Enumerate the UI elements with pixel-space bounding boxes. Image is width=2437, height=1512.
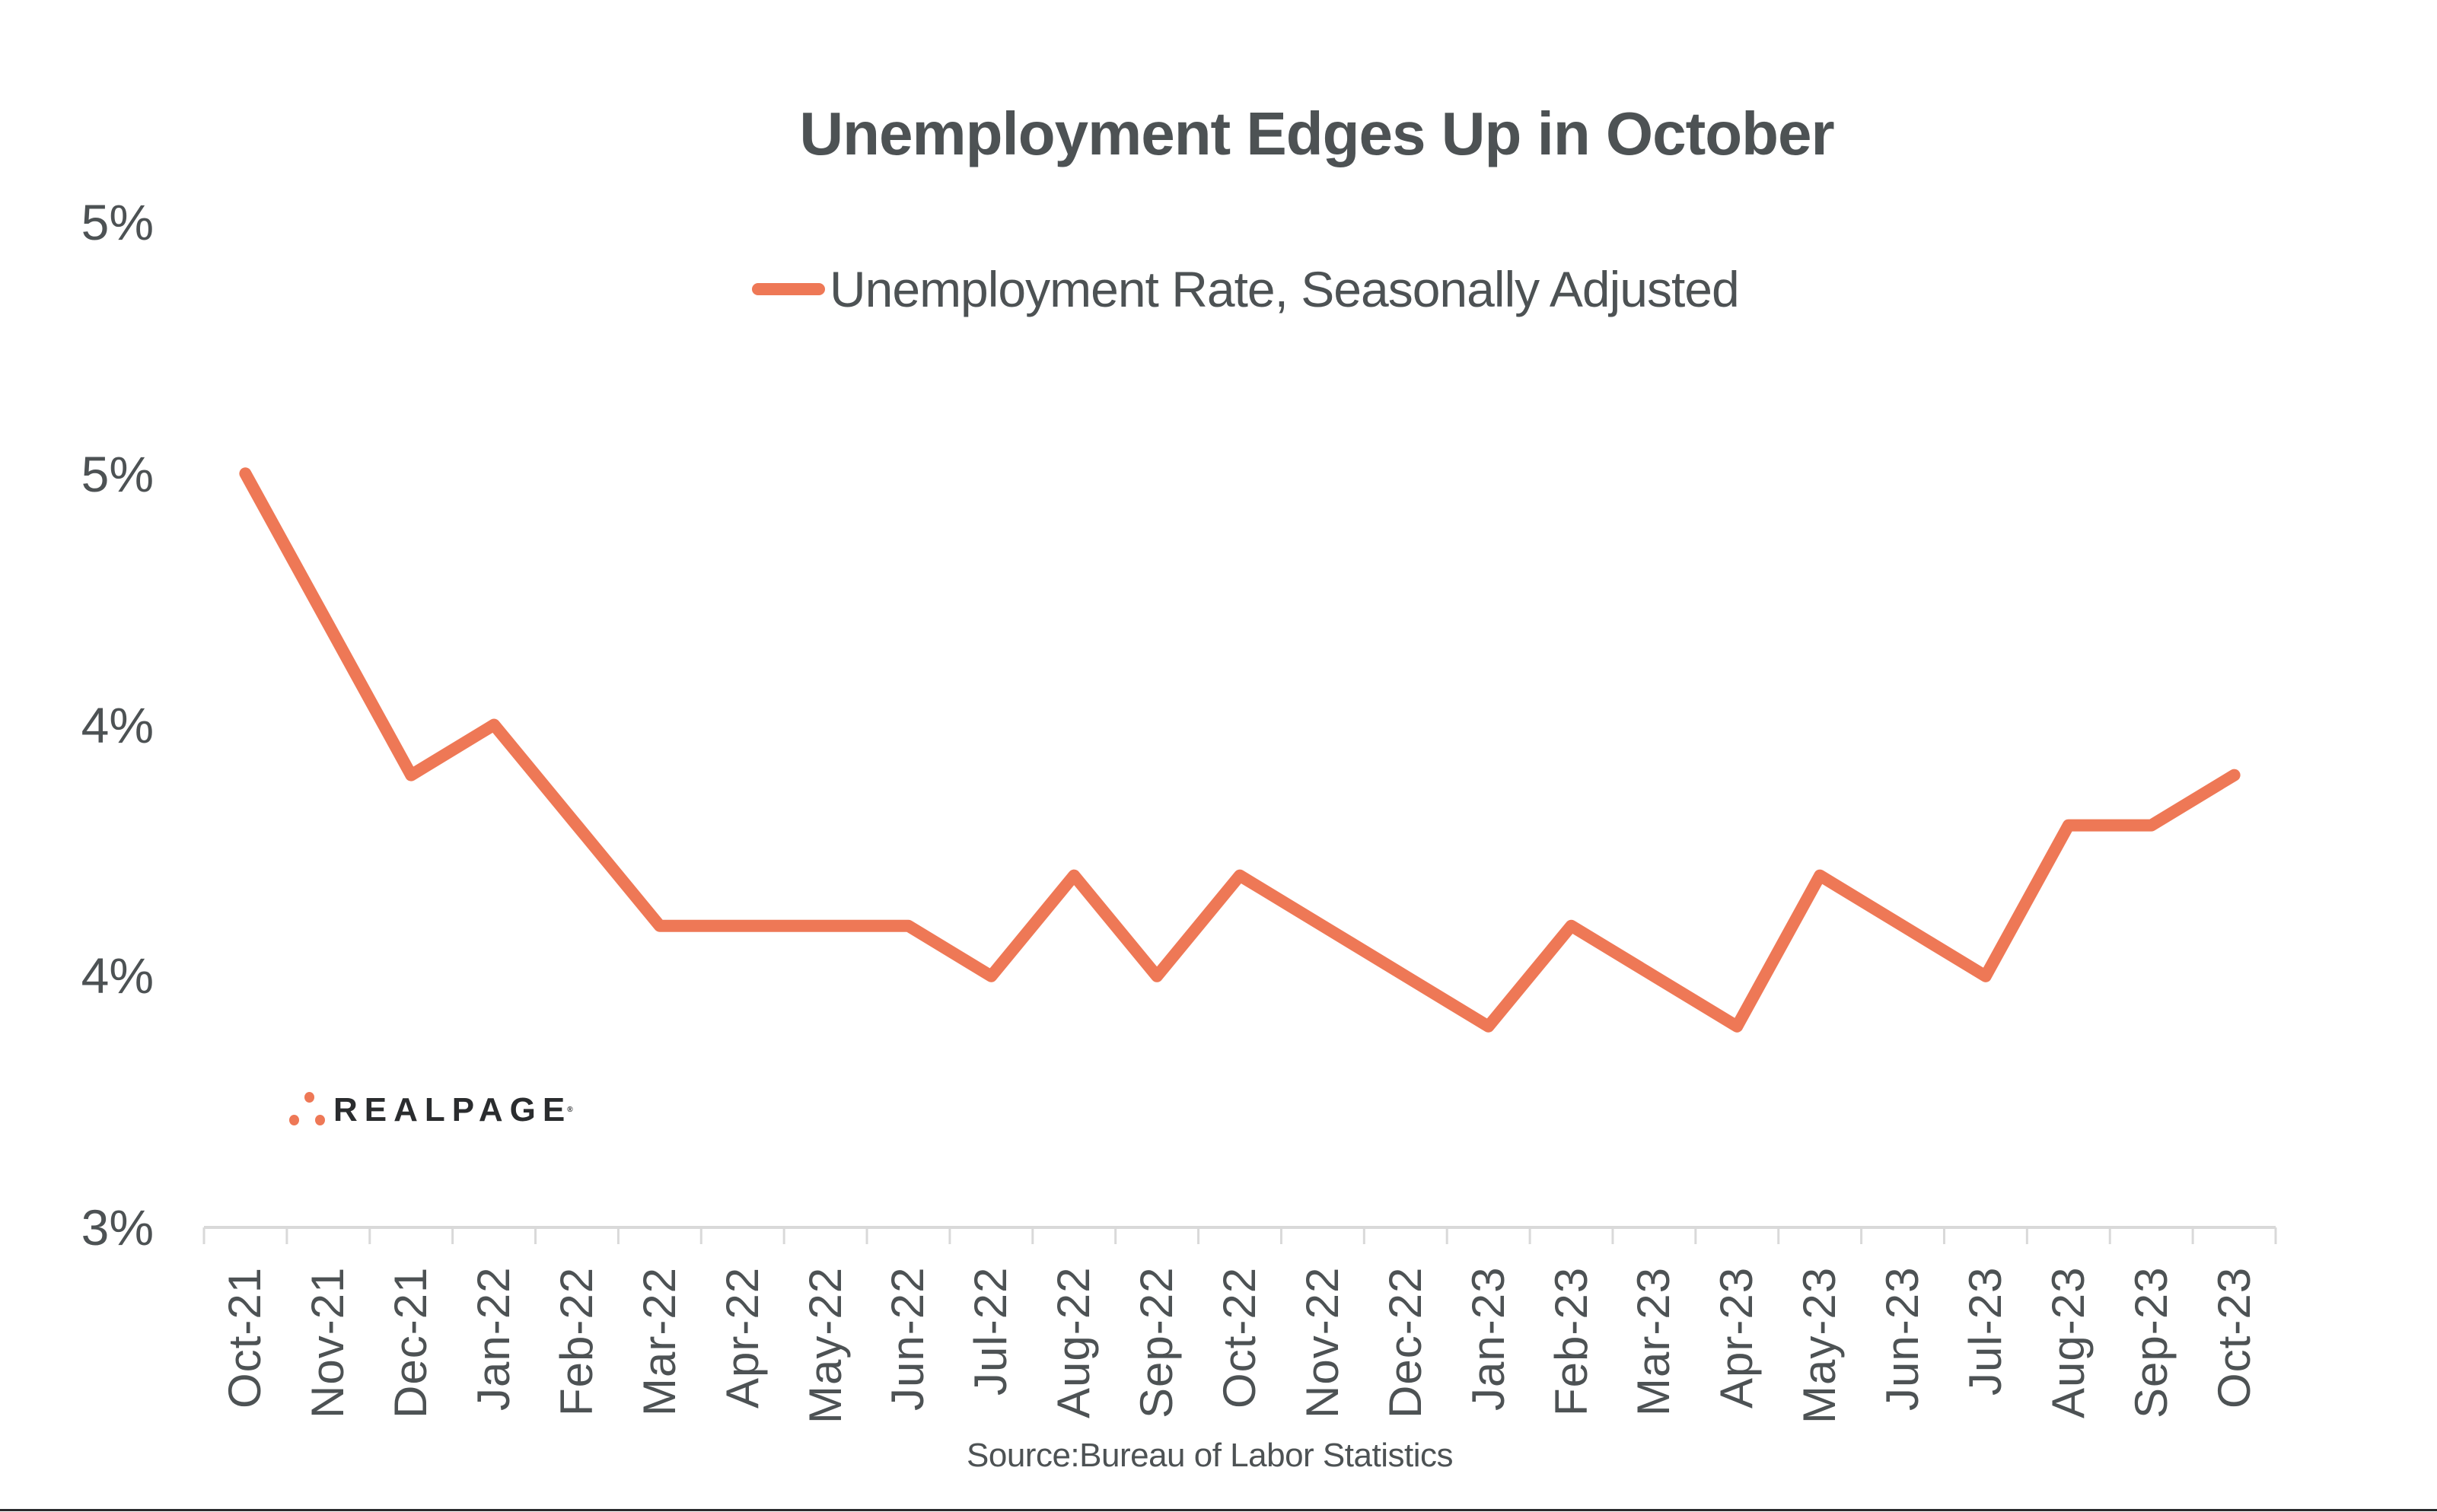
x-axis-label: Aug-22 xyxy=(1048,1266,1100,1418)
x-axis xyxy=(202,1226,2277,1244)
x-axis-label: Nov-21 xyxy=(302,1266,354,1418)
x-axis-label: Mar-23 xyxy=(1628,1266,1680,1416)
chart-title: Unemployment Edges Up in October xyxy=(799,100,1834,167)
x-axis-label: Feb-23 xyxy=(1545,1266,1597,1416)
legend-line-swatch-icon xyxy=(752,283,825,295)
y-axis-label: 5% xyxy=(81,446,154,502)
x-axis-label: Dec-22 xyxy=(1379,1266,1431,1418)
x-axis-label: Jan-22 xyxy=(468,1266,520,1411)
unemployment-rate-line xyxy=(239,467,2241,1033)
x-axis-label: Apr-22 xyxy=(716,1266,768,1409)
realpage-dots-icon xyxy=(289,1092,325,1128)
y-axis-label: 5% xyxy=(81,194,154,250)
y-axis-label: 4% xyxy=(81,697,154,753)
x-axis-label: Dec-21 xyxy=(385,1266,437,1418)
x-axis-label: Jun-23 xyxy=(1877,1266,1929,1411)
realpage-logo: REALPAGE ® xyxy=(289,1092,580,1128)
x-axis-label: Jul-22 xyxy=(965,1266,1017,1396)
x-axis-label: Apr-23 xyxy=(1711,1266,1763,1409)
x-axis-label: May-23 xyxy=(1794,1266,1846,1424)
x-axis-label: Mar-22 xyxy=(633,1266,685,1416)
legend: Unemployment Rate, Seasonally Adjusted xyxy=(752,260,1740,318)
x-axis-label: Sep-22 xyxy=(1131,1266,1183,1418)
x-axis-label: Nov-22 xyxy=(1296,1266,1348,1418)
x-axis-label: Sep-23 xyxy=(2125,1266,2177,1418)
realpage-wordmark: REALPAGE xyxy=(333,1091,572,1128)
x-axis-label: Jun-22 xyxy=(882,1266,934,1411)
x-axis-label: Jul-23 xyxy=(1959,1266,2011,1396)
bottom-rule xyxy=(0,1509,2437,1511)
x-axis-label: Aug-23 xyxy=(2042,1266,2094,1418)
x-axis-label: Oct-22 xyxy=(1214,1266,1265,1409)
legend-label: Unemployment Rate, Seasonally Adjusted xyxy=(830,261,1740,317)
x-axis-label: Oct-21 xyxy=(219,1266,271,1409)
x-axis-label: Oct-23 xyxy=(2208,1266,2260,1409)
x-axis-label: Jan-23 xyxy=(1462,1266,1514,1411)
registered-mark: ® xyxy=(567,1106,580,1114)
y-axis-label: 4% xyxy=(81,947,154,1004)
source-note: Source:Bureau of Labor Statistics xyxy=(967,1437,1453,1474)
x-axis-label: May-22 xyxy=(799,1266,851,1424)
y-axis-label: 3% xyxy=(81,1199,154,1256)
x-axis-label: Feb-22 xyxy=(550,1266,602,1416)
